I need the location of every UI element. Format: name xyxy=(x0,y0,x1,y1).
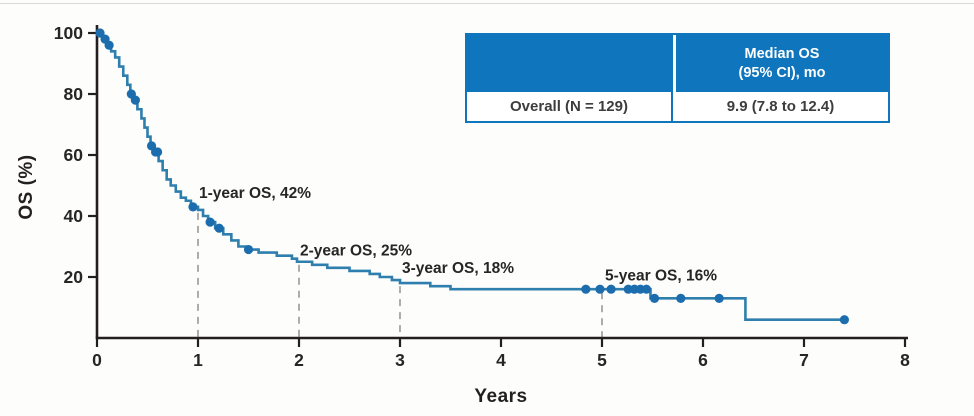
x-tick-label-7: 7 xyxy=(799,350,809,370)
censor-mark-2 xyxy=(104,40,114,50)
x-tick-label-2: 2 xyxy=(294,350,304,370)
censor-mark-9 xyxy=(205,217,215,227)
y-axis-label: OS (%) xyxy=(16,154,37,220)
censor-mark-12 xyxy=(581,284,591,294)
table-row: Overall (N = 129) 9.9 (7.8 to 12.4) xyxy=(467,92,888,121)
top-border-line xyxy=(0,3,974,4)
x-tick-label-5: 5 xyxy=(597,350,607,370)
x-tick-label-4: 4 xyxy=(496,350,506,370)
annotation-label-3: 5-year OS, 16% xyxy=(605,267,717,284)
x-axis-label: Years xyxy=(474,386,528,407)
table-header-line1: Median OS xyxy=(744,45,820,62)
x-tick-label-0: 0 xyxy=(92,350,102,370)
y-tick-label-80: 80 xyxy=(64,84,84,104)
y-tick-label-60: 60 xyxy=(64,145,84,165)
censor-mark-11 xyxy=(243,244,254,255)
table-header-line2: (95% CI), mo xyxy=(738,64,826,81)
censor-mark-0 xyxy=(95,28,105,38)
table-header-row: Median OS (95% CI), mo xyxy=(467,35,888,92)
annotation-label-1: 2-year OS, 25% xyxy=(300,242,412,259)
censor-mark-22 xyxy=(839,315,850,325)
censor-mark-20 xyxy=(676,293,686,303)
censor-mark-4 xyxy=(130,95,140,105)
y-tick-label-20: 20 xyxy=(64,267,84,287)
censor-mark-7 xyxy=(153,147,163,157)
table-cell-median-value: 9.9 (7.8 to 12.4) xyxy=(726,98,835,115)
censor-mark-8 xyxy=(188,202,198,212)
table-header-median-os-cell: Median OS (95% CI), mo xyxy=(676,35,888,92)
x-tick-label-8: 8 xyxy=(900,350,910,370)
censor-mark-13 xyxy=(595,284,605,294)
x-tick-label-6: 6 xyxy=(698,350,708,370)
x-tick-label-3: 3 xyxy=(395,350,405,370)
table-cell-group-label: Overall (N = 129) xyxy=(467,92,673,121)
x-tick-label-1: 1 xyxy=(193,350,203,370)
y-tick-label-40: 40 xyxy=(64,206,84,226)
censor-mark-19 xyxy=(649,293,660,303)
annotation-label-2: 3-year OS, 18% xyxy=(402,260,514,277)
censor-mark-14 xyxy=(606,284,616,294)
censor-mark-21 xyxy=(714,293,724,303)
table-header-empty-cell xyxy=(467,35,676,92)
annotation-label-0: 1-year OS, 42% xyxy=(199,185,311,202)
censor-mark-10 xyxy=(214,223,224,233)
y-tick-label-100: 100 xyxy=(54,23,83,43)
censor-mark-18 xyxy=(641,284,652,294)
median-os-table: Median OS (95% CI), mo Overall (N = 129)… xyxy=(465,33,890,123)
